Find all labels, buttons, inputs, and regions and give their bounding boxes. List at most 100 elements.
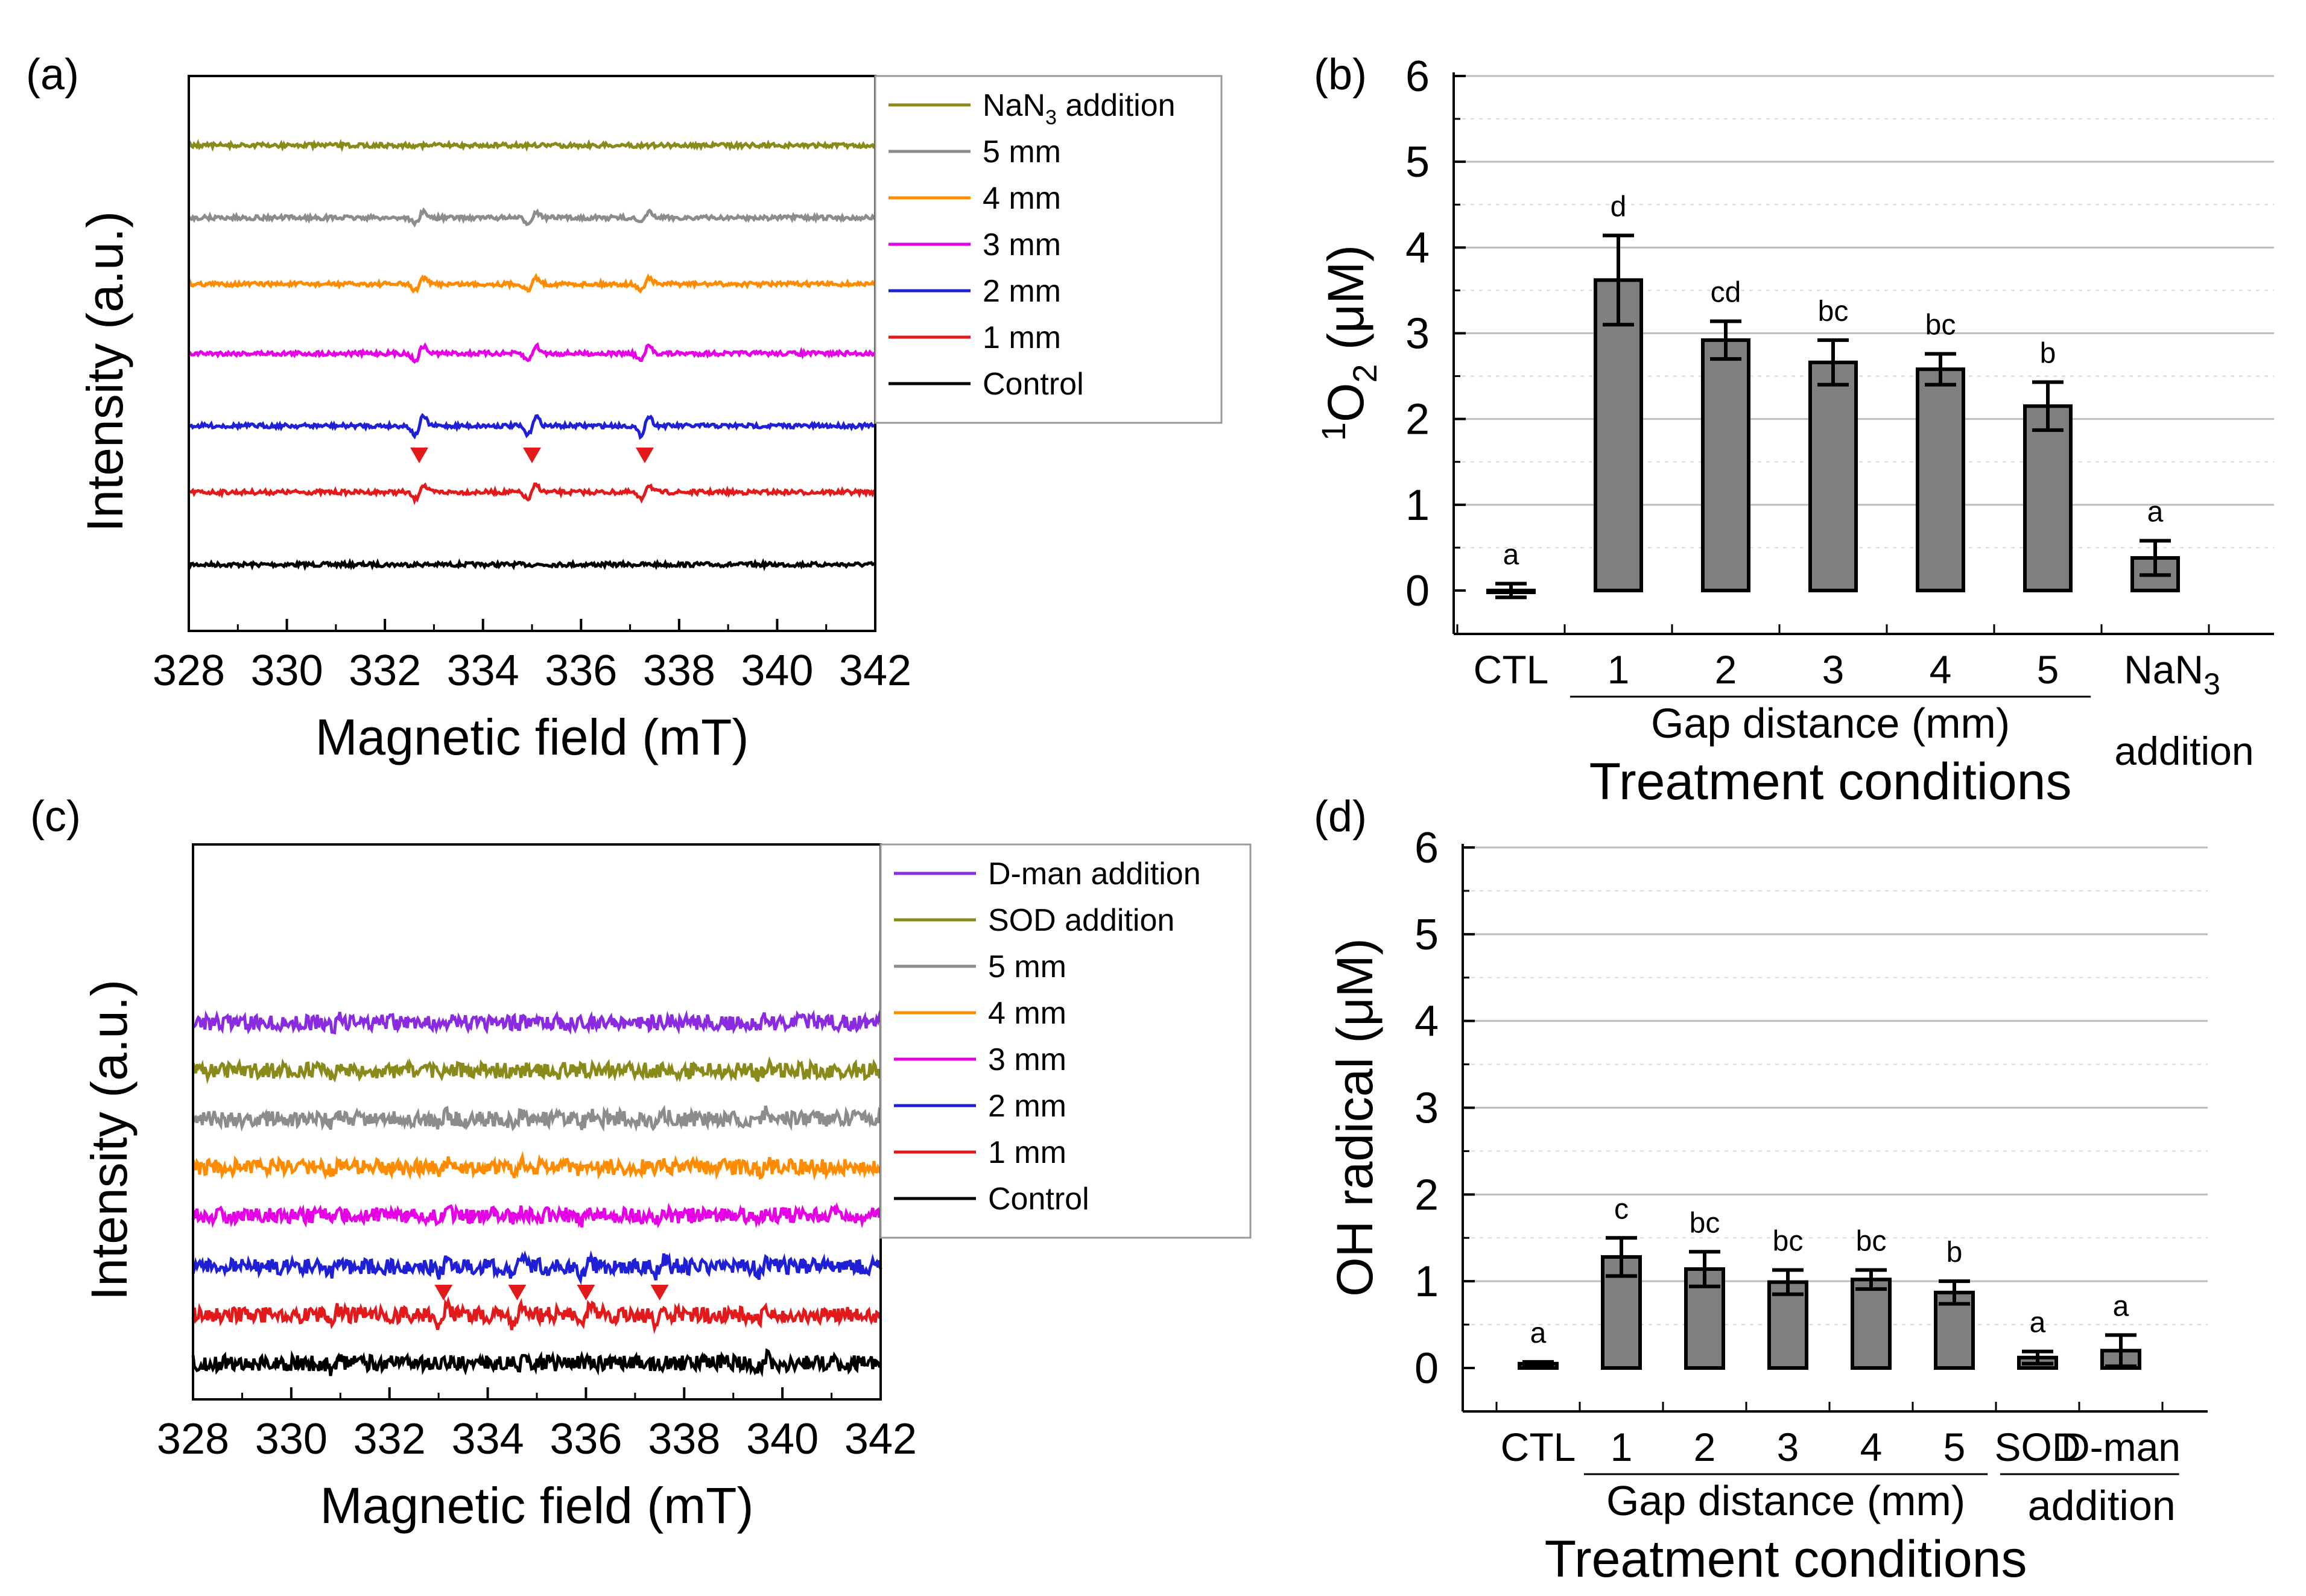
legend-entry-text: 2 mm xyxy=(988,1089,1066,1124)
category-label-text: 3 xyxy=(1777,1425,1799,1469)
x-tick-label: 336 xyxy=(545,647,617,695)
x-tick-label: 338 xyxy=(648,1415,720,1463)
bar xyxy=(1808,360,1858,592)
group-label-2: addition xyxy=(2028,1482,2176,1529)
x-tick-label: 328 xyxy=(157,1415,229,1463)
legend-entry-text: SOD addition xyxy=(988,903,1174,938)
legend-entry: 4 mm xyxy=(988,996,1066,1031)
legend-entry: SOD addition xyxy=(988,903,1174,938)
trace-nan xyxy=(187,139,876,153)
significance-letter: a xyxy=(1530,1317,1547,1349)
x-axis-title: Magnetic field (mT) xyxy=(320,1477,754,1534)
y-tick-label: 2 xyxy=(1414,1171,1439,1219)
group-label: Gap distance (mm) xyxy=(1606,1477,1965,1524)
legend-box xyxy=(879,843,1252,1239)
legend-entry-text: 2 mm xyxy=(983,274,1061,309)
peak-marker xyxy=(650,1285,669,1300)
x-axis-title: Treatment conditions xyxy=(1589,753,2072,811)
category-label-text: 3 xyxy=(1822,647,1845,692)
trace-3-mm xyxy=(188,342,876,364)
category-label: CTL xyxy=(1474,647,1549,692)
significance-letter: bc xyxy=(1856,1225,1887,1257)
x-tick-label: 334 xyxy=(447,647,519,695)
y-axis-title-sup: 1 xyxy=(1314,422,1352,441)
y-tick-label: 6 xyxy=(1405,52,1430,101)
y-tick-label: 3 xyxy=(1405,310,1430,358)
x-tick-label: 338 xyxy=(643,647,715,695)
significance-letter: bc xyxy=(1773,1225,1804,1257)
significance-letter: bc xyxy=(1818,296,1849,328)
significance-letter: a xyxy=(2030,1307,2046,1339)
peak-marker xyxy=(577,1285,595,1300)
legend-entry-rest: addition xyxy=(1057,88,1176,123)
trace-4-mm xyxy=(191,1151,882,1181)
x-tick-label: 332 xyxy=(353,1415,426,1463)
trace-5-mm xyxy=(191,1104,882,1132)
trace-1-mm xyxy=(188,482,876,505)
legend-entry-text: 1 mm xyxy=(983,320,1061,355)
y-tick-label: 5 xyxy=(1405,138,1430,186)
category-label: 1 xyxy=(1611,1425,1633,1469)
category-label: D-man xyxy=(2061,1425,2181,1469)
panel-label: (a) xyxy=(26,51,79,99)
category-label: 4 xyxy=(1860,1425,1883,1469)
significance-letter: cd xyxy=(1711,277,1741,309)
y-axis-title: OH radical (μM) xyxy=(1326,938,1383,1296)
y-axis-title-sub: 2 xyxy=(1346,364,1384,383)
legend-entry-text: 3 mm xyxy=(988,1042,1066,1077)
x-tick-label: 328 xyxy=(153,647,225,695)
category-label: 3 xyxy=(1822,647,1845,692)
x-tick-label: 340 xyxy=(741,647,813,695)
category-label-text: 4 xyxy=(1860,1425,1883,1469)
x-tick-label: 340 xyxy=(746,1415,819,1463)
legend-entry-text: 5 mm xyxy=(988,949,1066,984)
category-label: 5 xyxy=(1943,1425,1966,1469)
legend-entry-text: D-man addition xyxy=(988,857,1201,891)
x-tick-label: 334 xyxy=(452,1415,524,1463)
legend-entry: 3 mm xyxy=(983,227,1061,262)
x-tick-label: 342 xyxy=(839,647,911,695)
category-label: 1 xyxy=(1608,647,1630,692)
y-tick-label: 4 xyxy=(1414,998,1439,1046)
bar xyxy=(1594,278,1643,592)
y-axis-title-unit: (μM) xyxy=(1317,245,1374,364)
bar xyxy=(1767,1280,1808,1370)
legend-entry-sub: 3 xyxy=(1045,106,1057,129)
trace-control xyxy=(191,1348,882,1378)
trace-5-mm xyxy=(187,207,876,228)
x-axis-title: Treatment conditions xyxy=(1545,1530,2027,1588)
significance-letter: c xyxy=(1614,1193,1629,1225)
legend-entry: Control xyxy=(983,367,1084,402)
legend-entry-text: 5 mm xyxy=(983,135,1061,169)
bar xyxy=(2023,404,2073,592)
legend-entry-text: Control xyxy=(988,1182,1089,1217)
y-tick-label: 4 xyxy=(1405,224,1430,272)
significance-letter: d xyxy=(1611,191,1627,223)
peak-marker xyxy=(434,1285,453,1300)
trace-1-mm xyxy=(191,1296,881,1334)
category-label: 2 xyxy=(1715,647,1737,692)
legend-entry: 1 mm xyxy=(988,1135,1066,1170)
significance-letter: a xyxy=(1503,539,1519,571)
y-tick-label: 6 xyxy=(1414,824,1439,872)
trace-control xyxy=(187,558,876,571)
x-axis-title: Magnetic field (mT) xyxy=(315,709,749,765)
category-label: 5 xyxy=(2037,647,2059,692)
category-label-text: 1 xyxy=(1608,647,1630,692)
y-axis-title: 1O2 (μM) xyxy=(1314,245,1384,441)
legend-entry-text: 3 mm xyxy=(983,227,1061,262)
x-tick-label: 330 xyxy=(255,1415,328,1463)
legend-entry: 3 mm xyxy=(988,1042,1066,1077)
peak-marker xyxy=(410,448,429,463)
significance-letter: b xyxy=(2040,338,2056,370)
category-label-text: 2 xyxy=(1715,647,1737,692)
trace-2-mm xyxy=(191,1250,882,1285)
category-label: SOD xyxy=(1994,1425,2080,1469)
y-tick-label: 3 xyxy=(1414,1085,1439,1133)
trace-sod-addition xyxy=(191,1056,882,1085)
bar xyxy=(1916,367,1965,593)
legend-entry: 5 mm xyxy=(988,949,1066,984)
